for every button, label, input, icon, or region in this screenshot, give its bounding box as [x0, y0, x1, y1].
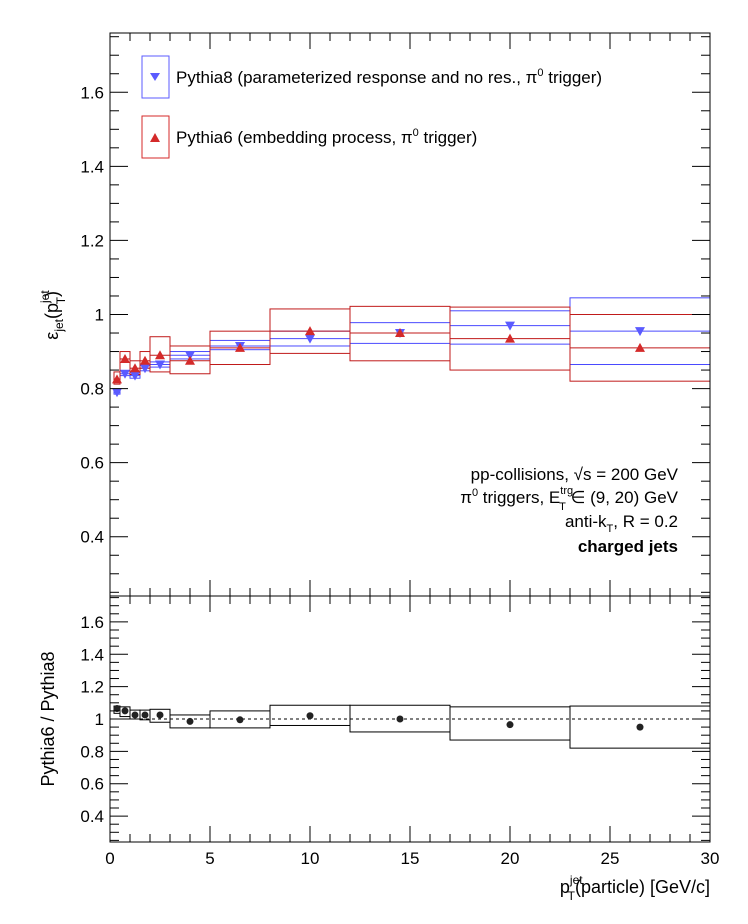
pythia8-marker	[120, 369, 130, 379]
legend-label-pythia6: Pythia6 (embedding process, π0 trigger)	[176, 127, 477, 147]
pythia8-marker	[112, 388, 122, 398]
annotation-triggers: π0 triggers, Etrg T ∈ (9, 20) GeV	[460, 485, 678, 513]
pythia8-marker	[635, 327, 645, 337]
pythia6-marker	[120, 353, 130, 363]
x-tick-label: 20	[501, 849, 520, 868]
bottom-y-tick-label: 0.8	[80, 742, 104, 761]
pythia6-marker	[112, 374, 122, 384]
legend-marker-pythia8	[150, 73, 160, 81]
ratio-marker	[396, 715, 404, 723]
pythia6-systematic-box	[113, 371, 121, 385]
top-y-ticks: 0.4 0.6 0.8 1 1.2 1.4 1.6	[80, 36, 710, 593]
top-markers	[112, 321, 645, 398]
bottom-y-tick-label: 1	[95, 710, 104, 729]
top-y-tick-label: 1.4	[80, 157, 104, 176]
bottom-y-axis-label: Pythia6 / Pythia8	[38, 651, 58, 786]
bottom-y-tick-label: 1.6	[80, 613, 104, 632]
ratio-marker	[131, 711, 139, 719]
x-tick-label: 0	[105, 849, 114, 868]
pythia8-marker	[185, 351, 195, 361]
top-panel: 0.4 0.6 0.8 1 1.2 1.4 1.6 Pythia8 (parameteriz…	[38, 32, 711, 597]
ratio-marker	[113, 704, 121, 712]
ratio-marker	[141, 711, 149, 719]
ratio-marker	[236, 716, 244, 724]
x-tick-label: 5	[205, 849, 214, 868]
pythia8-marker	[305, 334, 315, 344]
legend-entry-pythia6: Pythia6 (embedding process, π0 trigger)	[141, 115, 477, 159]
pythia6-marker	[130, 363, 140, 373]
bottom-panel: 0.4 0.6 0.8 1 1.2 1.4 1.6 0 5 10 15 20 25 30 Pythia6…	[38, 595, 719, 868]
pythia6-marker	[155, 350, 165, 360]
top-y-tick-label: 1.6	[80, 83, 104, 102]
bottom-x-ticks: 0 5 10 15 20 25 30	[105, 596, 719, 868]
top-y-tick-label: 1	[95, 306, 104, 325]
bottom-y-tick-label: 0.4	[80, 807, 104, 826]
top-y-axis-label: εjet(pjet T)	[38, 290, 68, 340]
pythia6-marker	[505, 333, 515, 343]
pythia8-marker	[140, 364, 150, 374]
pythia8-marker	[155, 360, 165, 370]
pythia6-marker	[235, 342, 245, 352]
pythia6-marker	[185, 355, 195, 365]
x-tick-label: 10	[301, 849, 320, 868]
annotation-collisions: pp-collisions, √s = 200 GeV	[471, 465, 679, 484]
ratio-marker	[306, 712, 314, 720]
pythia8-marker	[505, 321, 515, 331]
legend-box-pythia8	[141, 55, 170, 99]
annotation-charged-jets: charged jets	[578, 537, 678, 556]
ratio-marker	[121, 707, 129, 715]
annotations: pp-collisions, √s = 200 GeV π0 triggers,…	[460, 465, 678, 556]
top-y-tick-label: 0.6	[80, 454, 104, 473]
bottom-systematic-boxes	[113, 704, 711, 749]
ratio-marker	[506, 721, 514, 729]
pythia6-marker	[635, 342, 645, 352]
top-x-ticks	[109, 33, 711, 596]
bottom-y-tick-label: 0.6	[80, 775, 104, 794]
ratio-marker	[156, 711, 164, 719]
bottom-y-ticks: 0.4 0.6 0.8 1 1.2 1.4 1.6	[80, 597, 710, 841]
ratio-marker	[186, 717, 194, 725]
legend-box-pythia6	[141, 115, 170, 159]
pythia6-marker	[395, 328, 405, 338]
legend: Pythia8 (parameterized response and no r…	[141, 55, 602, 159]
top-y-tick-label: 1.2	[80, 231, 104, 250]
x-tick-label: 15	[401, 849, 420, 868]
top-y-tick-label: 0.8	[80, 380, 104, 399]
bottom-y-tick-label: 1.2	[80, 678, 104, 697]
pythia6-marker	[305, 326, 315, 336]
ratio-marker	[636, 723, 644, 731]
pythia6-marker	[140, 355, 150, 365]
legend-entry-pythia8: Pythia8 (parameterized response and no r…	[141, 55, 602, 99]
bottom-y-tick-label: 1.4	[80, 645, 104, 664]
bottom-markers	[113, 704, 644, 731]
legend-marker-pythia6	[150, 133, 160, 142]
annotation-algorithm: anti-kT, R = 0.2	[565, 512, 678, 535]
top-y-tick-label: 0.4	[80, 528, 104, 547]
pythia8-marker	[130, 371, 140, 381]
x-tick-label: 25	[601, 849, 620, 868]
x-tick-label: 30	[701, 849, 720, 868]
x-axis-label: pjet T(particle) [GeV/c]	[560, 873, 710, 903]
legend-label-pythia8: Pythia8 (parameterized response and no r…	[176, 67, 602, 87]
